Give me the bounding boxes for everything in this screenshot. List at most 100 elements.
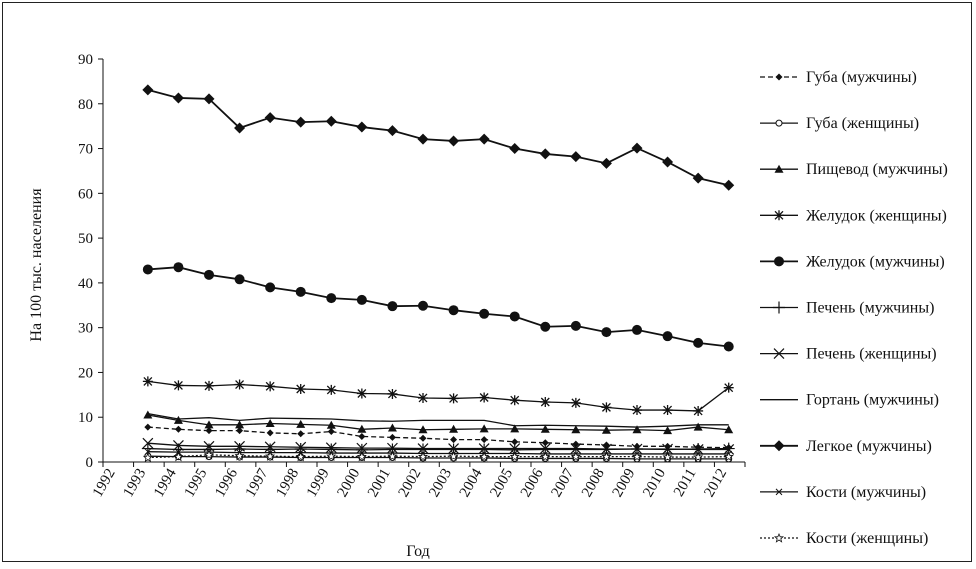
data-point: [540, 321, 551, 332]
data-point: [511, 438, 519, 446]
data-point: [204, 269, 214, 280]
data-point: [723, 451, 734, 462]
legend-item: Легкое (мужчины): [760, 438, 932, 455]
data-point: [326, 451, 337, 461]
series-1: [144, 423, 733, 452]
data-point: [326, 384, 337, 395]
data-point: [326, 420, 336, 429]
data-point: [297, 430, 305, 438]
data-point: [448, 305, 459, 316]
data-point: [479, 392, 490, 403]
data-point: [264, 112, 276, 124]
data-point: [662, 452, 673, 462]
legend-item: Гортань (мужчины): [760, 392, 939, 409]
data-point: [693, 337, 704, 348]
data-point: [723, 179, 735, 191]
data-point: [631, 443, 643, 455]
x-tick-label: 1998: [273, 466, 302, 500]
data-point: [386, 125, 398, 137]
x-tick-label: 1996: [212, 466, 241, 500]
data-point: [419, 434, 427, 442]
data-point: [295, 451, 306, 462]
data-point: [631, 451, 643, 462]
data-point: [387, 442, 398, 454]
series-5: [142, 262, 734, 352]
data-point: [479, 308, 490, 319]
series-line: [147, 89, 729, 187]
data-point: [480, 436, 488, 444]
data-point: [479, 451, 490, 462]
data-point: [356, 388, 367, 399]
data-point: [693, 422, 703, 431]
data-point: [418, 392, 428, 403]
data-point: [417, 133, 429, 145]
data-point: [204, 420, 214, 429]
data-point: [632, 405, 642, 416]
data-point: [326, 293, 337, 304]
legend-item: Желудок (женщины): [760, 207, 947, 224]
data-point: [236, 427, 244, 435]
data-point: [509, 451, 520, 462]
data-point: [418, 425, 428, 434]
data-point: [570, 397, 581, 408]
data-point: [172, 92, 184, 104]
x-tick-label: 1992: [90, 466, 119, 500]
y-tick-label: 80: [78, 97, 93, 113]
data-point: [173, 380, 184, 391]
data-point: [203, 449, 215, 460]
y-tick-label: 90: [78, 52, 93, 68]
y-tick-label: 0: [86, 455, 94, 471]
legend-item: Печень (женщины): [760, 346, 937, 363]
data-point: [632, 324, 642, 335]
legend-swatch-marker: [775, 488, 783, 496]
y-tick-label: 30: [78, 321, 93, 337]
series-line: [147, 455, 729, 460]
data-point: [662, 443, 673, 455]
legend-item: Желудок (мужчины): [760, 253, 945, 270]
legend-label: Печень (мужчины): [806, 300, 934, 317]
data-point: [173, 262, 184, 273]
data-point: [205, 427, 213, 435]
data-point: [509, 395, 520, 406]
x-tick-label: 2003: [426, 466, 455, 500]
data-point: [631, 142, 643, 154]
data-point: [357, 424, 367, 433]
data-point: [693, 405, 704, 416]
data-point: [509, 443, 521, 454]
x-tick-label: 2002: [396, 466, 425, 500]
data-point: [356, 121, 368, 133]
data-point: [448, 443, 459, 454]
series-line: [147, 454, 729, 459]
data-point: [723, 444, 735, 455]
data-point: [144, 423, 152, 431]
data-point: [570, 320, 581, 331]
data-point: [295, 116, 307, 128]
data-point: [509, 311, 520, 322]
data-point: [663, 426, 673, 435]
x-tick-label: 2007: [548, 466, 577, 500]
data-point: [234, 450, 245, 461]
data-point: [449, 424, 459, 433]
data-point: [358, 432, 366, 440]
data-point: [601, 443, 612, 455]
data-point: [295, 286, 306, 297]
data-point: [144, 448, 152, 456]
data-point: [356, 294, 367, 305]
legend-label: Кости (женщины): [806, 530, 928, 547]
x-tick-label: 2001: [365, 466, 394, 500]
legend: Губа (мужчины) Губа (женщины) Пищевод (муж…: [760, 69, 948, 547]
legend-swatch-marker: [774, 164, 784, 173]
data-point: [723, 382, 734, 393]
data-point: [387, 301, 398, 312]
legend-label: Кости (мужчины): [806, 484, 926, 501]
data-point: [387, 451, 398, 461]
data-point: [388, 433, 396, 441]
data-point: [356, 442, 368, 454]
series-7: [142, 437, 735, 455]
series-line: [147, 412, 729, 428]
data-point: [234, 379, 245, 390]
legend-label: Губа (мужчины): [806, 69, 917, 86]
data-point: [539, 443, 551, 454]
y-tick-label: 20: [78, 365, 93, 381]
